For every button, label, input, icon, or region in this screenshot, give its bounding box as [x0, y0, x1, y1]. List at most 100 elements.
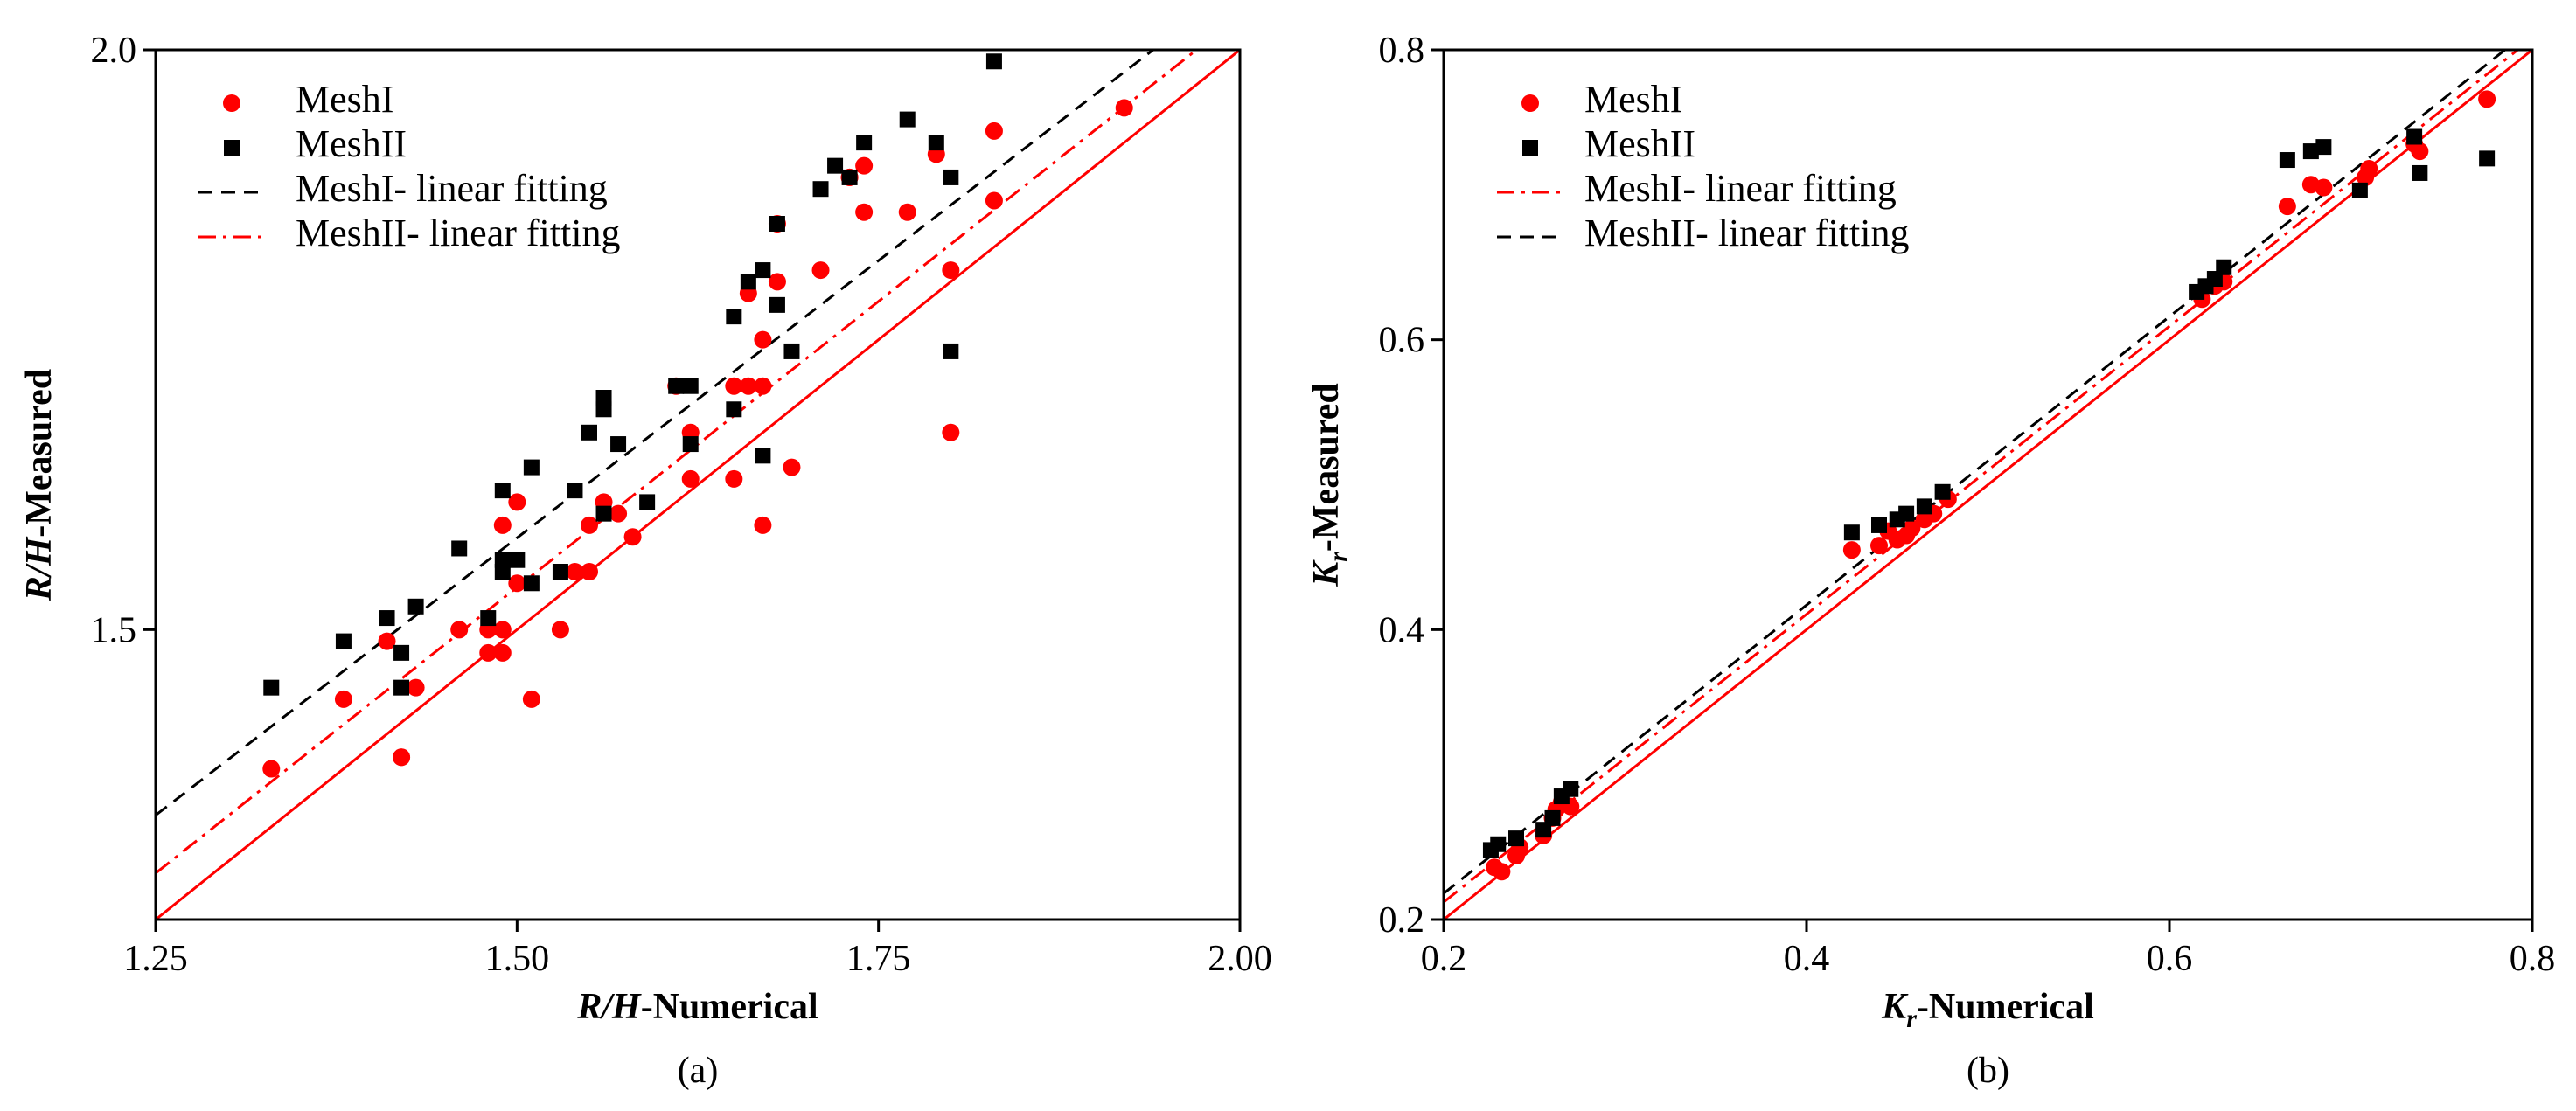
data-point-meshi [508, 574, 526, 593]
y-axis-title-rest: -Measured [19, 369, 59, 538]
y-axis-title-var: K [1306, 559, 1347, 587]
panel-a: 1.25 1.50 1.75 2.001.52.0R/H-NumericalR/H-M… [19, 31, 1272, 1091]
data-point-meshii [740, 274, 756, 290]
data-point-meshii [335, 633, 352, 649]
data-point-meshi [262, 760, 281, 778]
data-point-meshi [551, 621, 569, 639]
legend-label: MeshI [1584, 78, 1682, 121]
data-point-meshii [899, 111, 916, 128]
data-point-meshii [812, 181, 829, 198]
data-point-meshi [754, 516, 772, 534]
legend-marker-meshii [1522, 140, 1538, 156]
legend-label: MeshI- linear fitting [1584, 167, 1897, 210]
data-point-meshii [480, 610, 497, 627]
x-tick-label: 0.2 [1421, 939, 1467, 979]
data-point-meshi [493, 621, 512, 639]
data-point-meshi [2315, 178, 2333, 197]
legend-label: MeshII- linear fitting [1584, 212, 1909, 254]
data-point-meshii [581, 424, 597, 441]
data-point-meshii [755, 262, 771, 279]
legend-marker-meshii [224, 140, 240, 156]
legend-label: MeshI- linear fitting [296, 167, 608, 210]
data-point-meshi [334, 690, 352, 708]
data-point-meshi [754, 377, 772, 395]
data-point-meshii [595, 505, 612, 522]
panel-b: 0.2 0.4 0.6 0.80.20.40.60.8Kr-NumericalKr-M… [1306, 31, 2555, 1091]
data-point-meshii [509, 552, 526, 568]
data-point-meshi [407, 678, 425, 697]
data-point-meshi [479, 643, 498, 662]
data-point-meshii [1871, 517, 1887, 533]
y-axis-title: R/H-Measured [19, 369, 59, 601]
data-point-meshi [855, 203, 874, 221]
x-tick-label: 1.50 [485, 939, 550, 979]
x-axis-title-var: R/H [576, 987, 642, 1027]
legend-marker-meshi [223, 94, 240, 112]
data-point-meshii [682, 436, 699, 453]
data-point-meshii [1898, 505, 1915, 522]
data-point-meshii [1563, 781, 1579, 797]
reference-line-y-equals-x [1444, 50, 2532, 920]
data-point-meshi [2278, 198, 2296, 216]
data-point-meshii [928, 135, 944, 151]
x-tick-label: 2.00 [1208, 939, 1272, 979]
data-point-meshii [2412, 164, 2428, 181]
data-point-meshii [2279, 152, 2295, 169]
data-point-meshii [379, 610, 395, 627]
data-point-meshii [1916, 498, 1932, 515]
data-point-meshi [898, 203, 916, 221]
y-axis-title-var: R/H [19, 536, 59, 601]
data-point-meshii [2302, 143, 2319, 160]
y-axis-title: Kr-Measured [1306, 383, 1353, 587]
data-point-meshii [2351, 182, 2368, 198]
data-point-meshi [2478, 90, 2496, 108]
data-point-meshii [2406, 128, 2423, 145]
x-tick-label: 0.4 [1784, 939, 1830, 979]
data-point-meshii [494, 552, 511, 568]
x-axis-title-rest: -Numerical [1917, 987, 2094, 1027]
data-point-meshi [1493, 863, 1511, 881]
data-point-meshii [595, 401, 612, 418]
data-point-meshi [725, 377, 743, 395]
plot-area [1444, 50, 2532, 920]
data-point-meshii [841, 169, 858, 185]
y-tick-label: 0.8 [1379, 31, 1425, 71]
legend-label: MeshI [296, 78, 393, 121]
data-point-meshii [407, 598, 424, 615]
y-tick-label: 0.4 [1379, 610, 1425, 650]
data-point-meshii [769, 296, 785, 313]
data-point-meshii [682, 378, 699, 394]
data-point-meshii [451, 540, 468, 557]
legend-label: MeshII [1584, 122, 1695, 165]
data-point-meshii [668, 378, 685, 394]
x-axis-title-sub: r [1906, 1004, 1917, 1033]
data-point-meshi [450, 621, 469, 639]
data-point-meshi [754, 330, 772, 349]
data-point-meshii [769, 216, 785, 232]
data-point-meshi [942, 423, 960, 441]
legend-label: MeshII- linear fitting [296, 212, 620, 254]
x-axis-title: Kr-Numerical [1881, 987, 2094, 1033]
data-point-meshii [523, 459, 540, 476]
data-point-meshii [1934, 483, 1951, 500]
data-point-meshii [552, 564, 568, 580]
data-point-meshi [493, 516, 512, 534]
data-point-meshi [942, 261, 960, 280]
x-tick-label: 1.25 [123, 939, 188, 979]
data-point-meshi [393, 748, 411, 767]
data-point-meshi [1842, 541, 1861, 559]
plot-area [156, 50, 1240, 920]
data-point-meshi [2411, 142, 2429, 161]
data-point-meshi [609, 504, 628, 523]
data-point-meshii [985, 53, 1002, 70]
legend-marker-meshi [1521, 94, 1539, 112]
panel-caption: (b) [1967, 1051, 2009, 1091]
data-point-meshii [263, 679, 280, 696]
data-point-meshi [566, 563, 584, 580]
data-point-meshii [726, 401, 742, 418]
data-point-meshi [623, 528, 642, 546]
y-tick-label: 0.2 [1379, 900, 1425, 941]
data-point-meshi [522, 690, 540, 708]
